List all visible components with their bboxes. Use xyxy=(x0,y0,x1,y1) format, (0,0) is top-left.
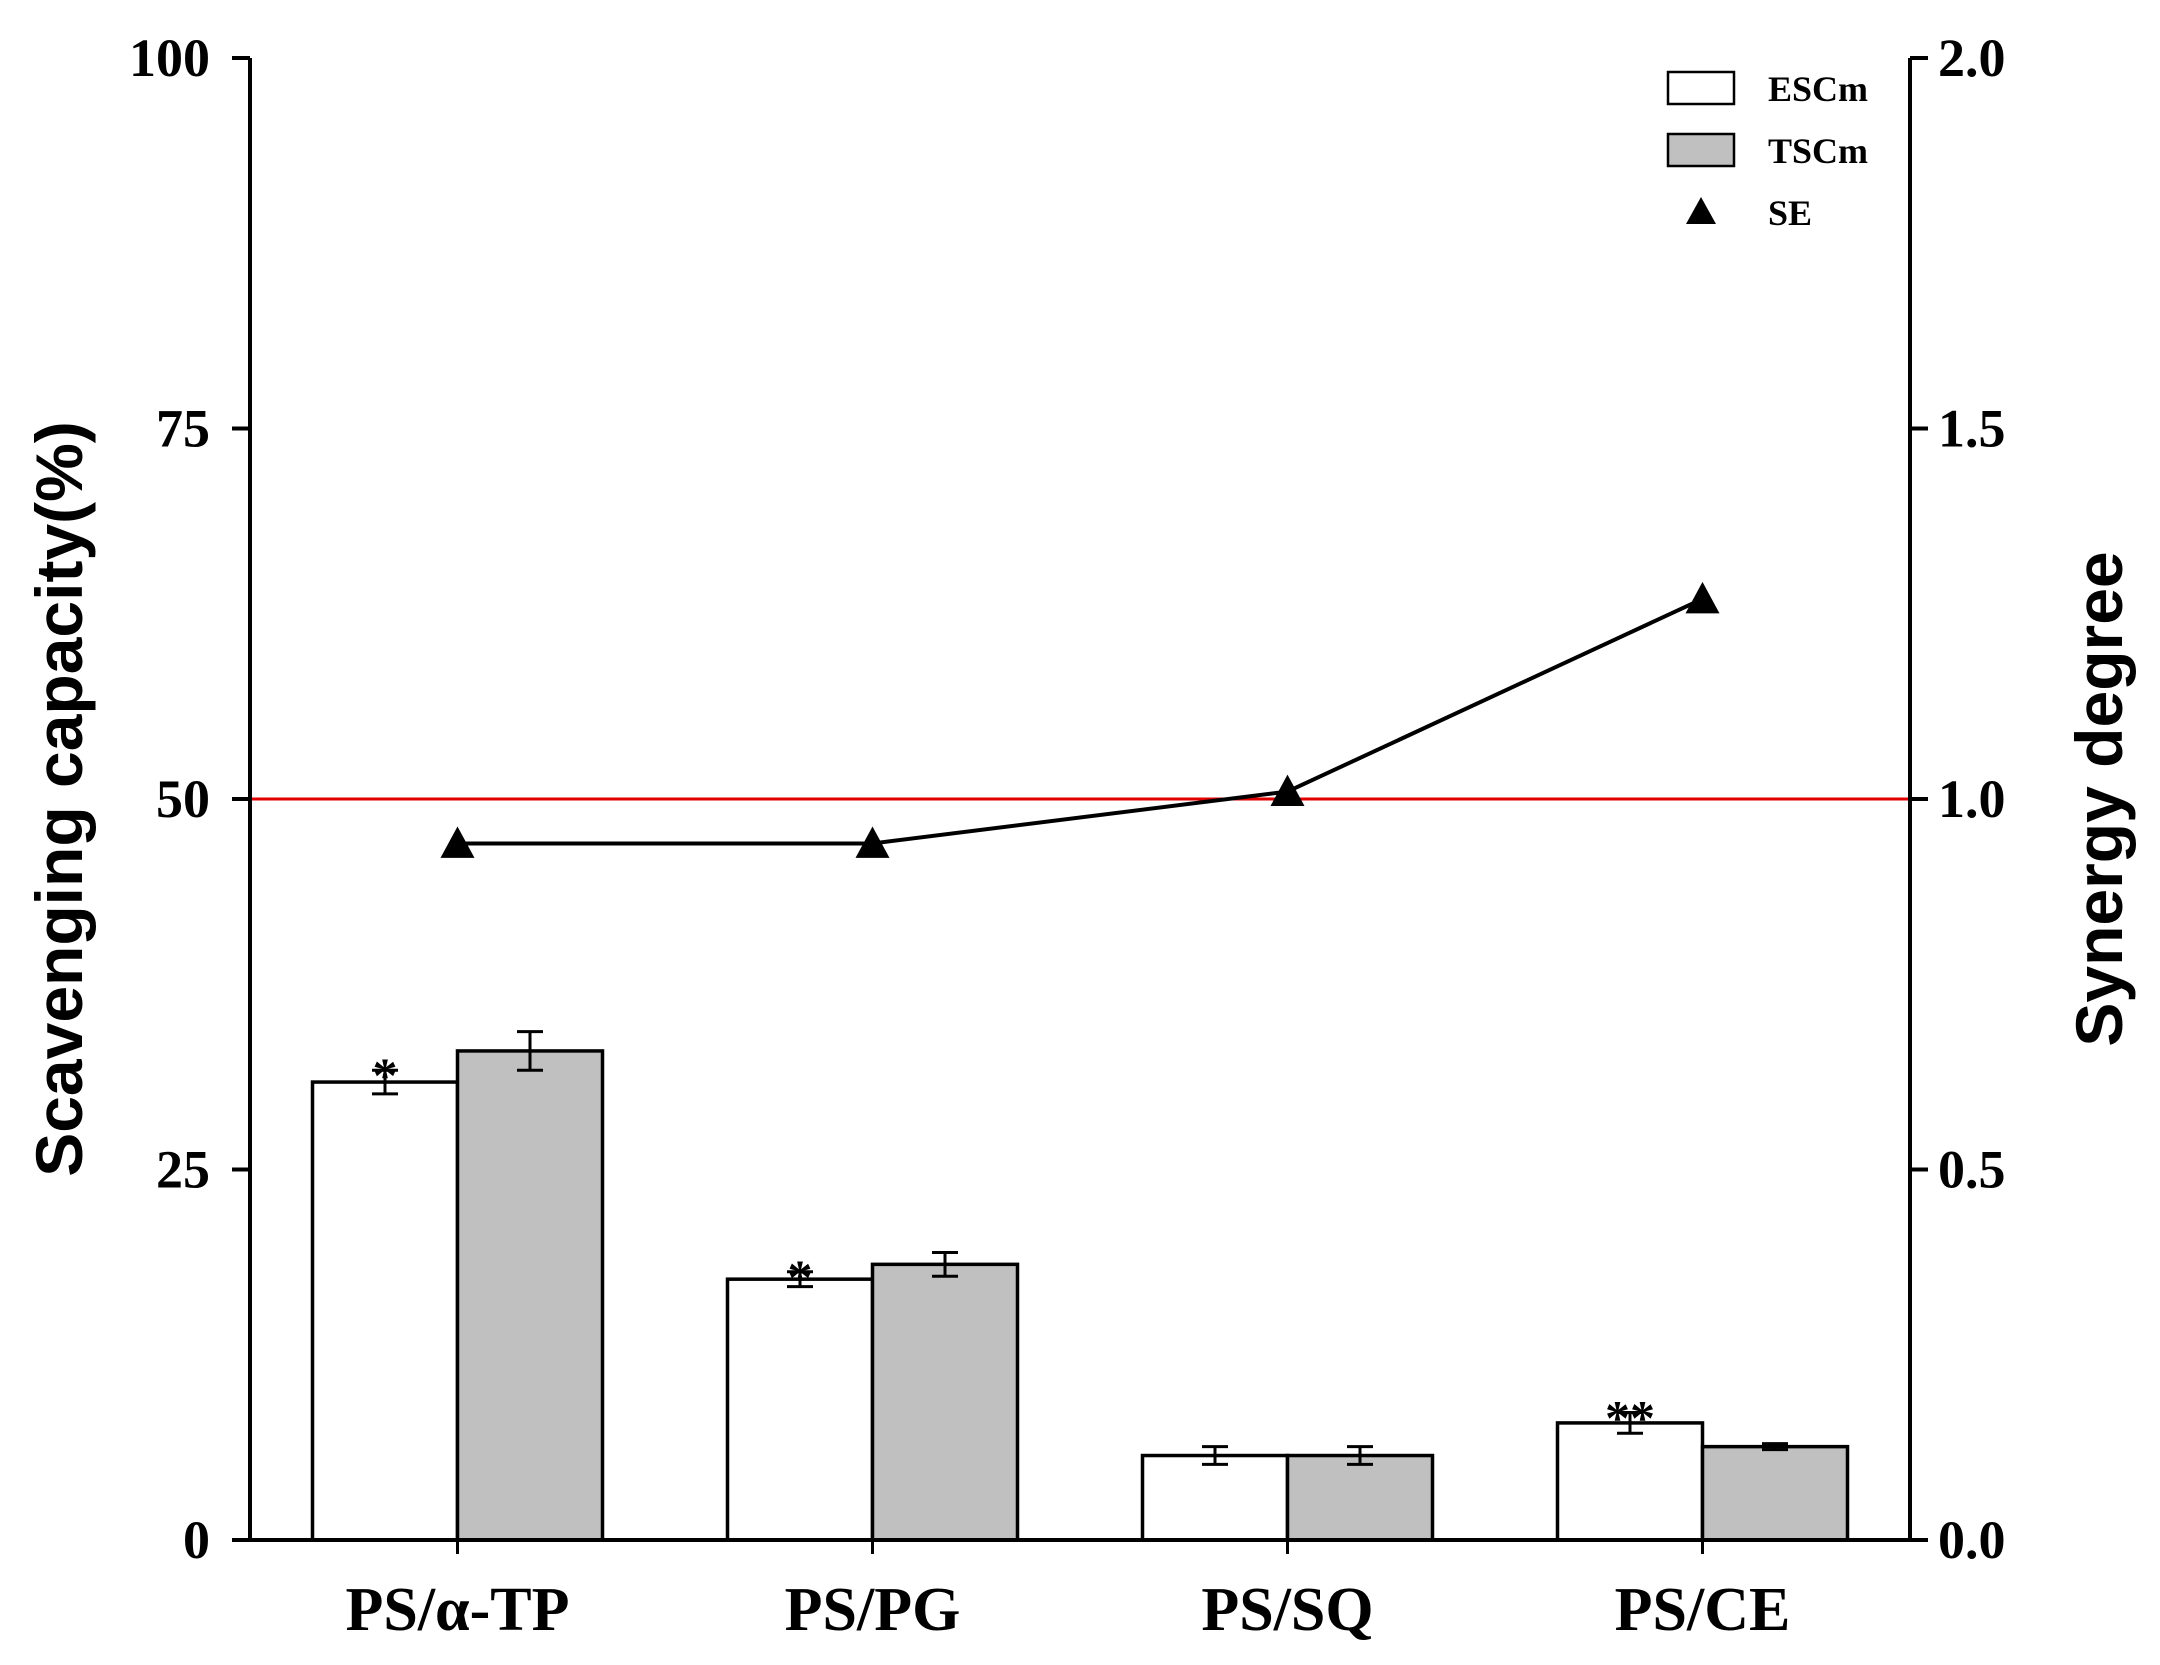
y-axis-title: Scavenging capacity(%) xyxy=(22,421,96,1177)
legend-swatch-escm xyxy=(1666,70,1736,106)
point-se xyxy=(1270,774,1305,807)
point-se xyxy=(440,826,475,858)
y2-tick-label: 0.5 xyxy=(1938,1140,2006,1200)
x-tick-label: PS/α-TP xyxy=(345,1576,569,1644)
legend-label: ESCm xyxy=(1768,69,1868,109)
y-tick-label: 25 xyxy=(156,1140,210,1200)
bar-tscm xyxy=(455,1049,605,1542)
y-tick-label: 75 xyxy=(156,399,210,459)
legend-label: SE xyxy=(1768,193,1812,233)
y2-tick-label: 1.5 xyxy=(1938,399,2006,459)
significance-annotation: * xyxy=(788,1249,813,1305)
legend-label: TSCm xyxy=(1768,131,1868,171)
y2-tick-label: 1.0 xyxy=(1938,769,2006,829)
bar-escm xyxy=(310,1080,460,1542)
x-tick-label: PS/SQ xyxy=(1201,1576,1373,1644)
y-tick-label: 100 xyxy=(129,28,210,88)
bar-tscm xyxy=(870,1262,1020,1542)
legend-swatch-tscm xyxy=(1666,132,1736,168)
y-tick-label: 50 xyxy=(156,769,210,829)
legend-marker-se xyxy=(1686,197,1716,224)
y2-tick-label: 0.0 xyxy=(1938,1510,2006,1570)
bar-escm xyxy=(1140,1453,1290,1542)
x-tick-label: PS/PG xyxy=(785,1576,961,1644)
bar-escm xyxy=(725,1277,875,1542)
y2-tick-label: 2.0 xyxy=(1938,28,2006,88)
bar-tscm xyxy=(1285,1453,1435,1542)
significance-annotation: * xyxy=(373,1047,398,1103)
significance-annotation: ** xyxy=(1605,1390,1655,1446)
x-tick-label: PS/CE xyxy=(1615,1576,1791,1644)
bar-tscm xyxy=(1700,1444,1850,1542)
point-se xyxy=(1685,581,1720,614)
y-tick-label: 0 xyxy=(183,1510,210,1570)
series-line-se xyxy=(457,597,1704,846)
y2-axis-title: Synergy degree xyxy=(2062,551,2136,1046)
point-se xyxy=(855,826,890,858)
